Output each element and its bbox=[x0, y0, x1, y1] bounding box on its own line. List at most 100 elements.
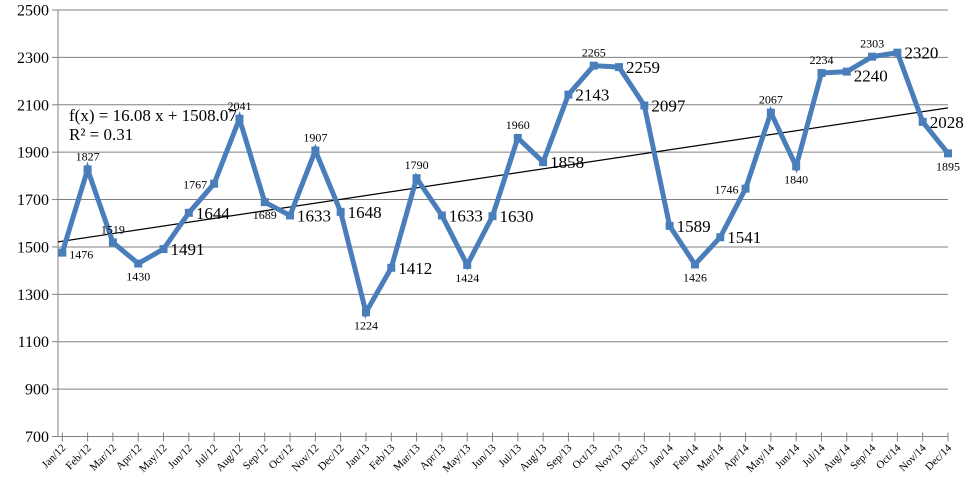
data-point-label: 1767 bbox=[183, 178, 207, 192]
data-point-label: 2067 bbox=[759, 93, 783, 107]
data-point-marker bbox=[210, 179, 219, 188]
data-point-label: 1858 bbox=[550, 153, 584, 172]
x-axis-label: Sep/12 bbox=[241, 442, 271, 472]
data-point-label: 2265 bbox=[582, 46, 606, 60]
trend-line bbox=[57, 107, 949, 243]
y-axis-label: 2500 bbox=[17, 3, 49, 20]
data-point-label: 2143 bbox=[575, 86, 609, 105]
y-axis-label: 2100 bbox=[17, 97, 49, 114]
trendline-equation-line1: f(x) = 16.08 x + 1508.07 bbox=[69, 106, 237, 125]
data-point-marker bbox=[893, 48, 902, 57]
data-point-marker bbox=[159, 245, 168, 254]
data-point-marker bbox=[108, 238, 117, 247]
data-point-marker bbox=[868, 52, 877, 61]
x-axis-label: Nov/13 bbox=[593, 442, 625, 474]
y-axis-label: 1100 bbox=[18, 334, 49, 351]
data-point-marker bbox=[286, 211, 295, 220]
data-point-label: 1648 bbox=[348, 203, 382, 222]
y-axis-label: 700 bbox=[25, 429, 49, 446]
x-axis-label: Aug/14 bbox=[821, 442, 853, 474]
data-point-label: 2041 bbox=[227, 99, 251, 113]
x-axis-label: Mar/14 bbox=[695, 442, 727, 474]
x-axis-label: Aug/12 bbox=[214, 442, 246, 474]
data-point-label: 1412 bbox=[398, 259, 432, 278]
data-point-marker bbox=[716, 233, 725, 242]
x-axis-label: Dec/14 bbox=[923, 442, 954, 473]
data-point-marker bbox=[564, 90, 573, 99]
data-point-label: 2234 bbox=[809, 53, 833, 67]
trendline-equation-line2: R² = 0.31 bbox=[69, 125, 134, 144]
data-point-marker bbox=[792, 162, 801, 171]
data-point-marker bbox=[437, 211, 446, 220]
data-point-marker bbox=[665, 221, 674, 230]
data-point-label: 1790 bbox=[405, 158, 429, 172]
data-point-marker bbox=[539, 158, 548, 167]
x-axis-label: May/14 bbox=[744, 442, 777, 475]
data-point-marker bbox=[58, 248, 67, 257]
data-point-marker bbox=[412, 174, 421, 183]
x-axis-label: May/13 bbox=[441, 442, 474, 475]
x-axis-label: Jun/14 bbox=[773, 442, 803, 472]
data-point-marker bbox=[83, 165, 92, 174]
data-point-label: 1430 bbox=[126, 270, 150, 284]
data-point-marker bbox=[944, 149, 952, 158]
x-axis-label: May/12 bbox=[137, 442, 170, 475]
data-point-label: 1519 bbox=[101, 222, 125, 236]
x-axis-label: Nov/14 bbox=[897, 442, 929, 474]
data-point-label: 1589 bbox=[677, 217, 711, 236]
y-axis-label: 1500 bbox=[17, 239, 49, 256]
data-point-label: 2320 bbox=[904, 44, 938, 63]
data-point-marker bbox=[640, 101, 649, 110]
data-point-marker bbox=[918, 117, 927, 126]
data-point-marker bbox=[184, 208, 193, 217]
x-axis-label: Jun/13 bbox=[469, 442, 499, 472]
data-point-label: 1424 bbox=[455, 271, 479, 285]
y-axis-label: 1900 bbox=[17, 145, 49, 162]
data-point-label: 2240 bbox=[854, 67, 888, 86]
trendline-equation: f(x) = 16.08 x + 1508.07 R² = 0.31 bbox=[69, 106, 237, 144]
data-point-marker bbox=[842, 67, 851, 76]
x-axis-label: Dec/13 bbox=[620, 442, 651, 473]
data-point-label: 1827 bbox=[76, 149, 100, 163]
x-axis-label: Nov/12 bbox=[290, 442, 322, 474]
data-point-label: 1630 bbox=[499, 207, 533, 226]
data-point-label: 1476 bbox=[69, 248, 93, 262]
data-point-label: 1491 bbox=[171, 240, 205, 259]
x-axis-label: Jan/13 bbox=[343, 442, 372, 471]
y-axis-label: 1300 bbox=[17, 287, 49, 304]
data-point-marker bbox=[134, 259, 143, 268]
data-point-label: 1840 bbox=[784, 172, 808, 186]
x-axis-label: Mar/12 bbox=[88, 442, 119, 473]
data-point-label: 1907 bbox=[303, 131, 327, 145]
data-point-marker bbox=[488, 212, 497, 221]
y-axis-label: 2300 bbox=[17, 50, 49, 67]
data-point-label: 1895 bbox=[936, 159, 960, 173]
data-point-marker bbox=[311, 146, 320, 155]
data-point-label: 1541 bbox=[727, 228, 761, 247]
x-axis-label: Dec/12 bbox=[316, 442, 347, 473]
data-point-marker bbox=[741, 184, 750, 193]
series-line bbox=[59, 49, 950, 319]
data-point-marker bbox=[361, 308, 370, 317]
data-point-label: 1426 bbox=[683, 270, 707, 284]
data-point-marker bbox=[513, 133, 522, 142]
data-point-marker bbox=[387, 263, 396, 272]
x-axis-label: Jan/14 bbox=[647, 442, 676, 471]
data-point-label: 2097 bbox=[651, 96, 686, 115]
data-point-label: 1633 bbox=[449, 206, 483, 225]
data-point-label: 2303 bbox=[860, 37, 884, 51]
data-point-label: 1689 bbox=[253, 208, 277, 222]
data-point-marker bbox=[463, 260, 472, 269]
data-point-marker bbox=[690, 260, 699, 269]
y-axis-label: 1700 bbox=[17, 192, 49, 209]
x-axis-label: Aug/13 bbox=[517, 442, 549, 474]
data-point-marker bbox=[336, 207, 345, 216]
data-point-marker bbox=[235, 114, 244, 123]
data-point-marker bbox=[766, 108, 775, 117]
data-point-label: 1633 bbox=[297, 206, 331, 225]
data-point-label: 2259 bbox=[626, 58, 660, 77]
x-axis-label: Sep/13 bbox=[544, 442, 574, 472]
data-point-marker bbox=[260, 198, 269, 207]
